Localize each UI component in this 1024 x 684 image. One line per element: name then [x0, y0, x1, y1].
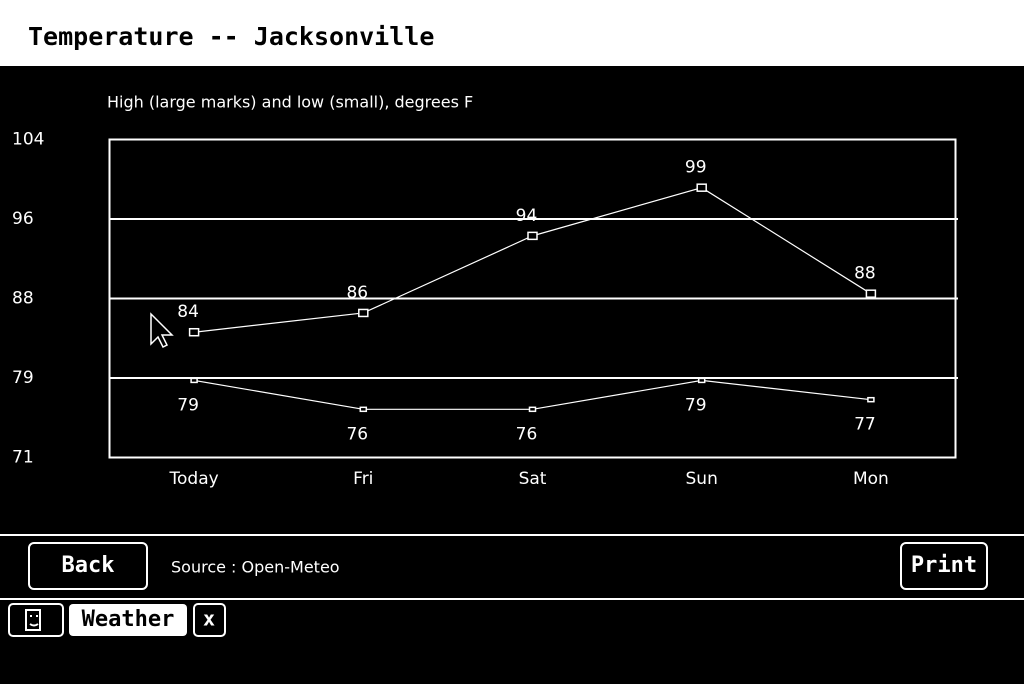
- data-marker: [528, 406, 537, 413]
- data-label: 77: [854, 415, 876, 435]
- data-label: 86: [346, 283, 368, 303]
- x-tick-label: Sat: [519, 469, 547, 489]
- print-button[interactable]: [900, 542, 988, 590]
- source-text: Source : Open-Meteo: [171, 558, 340, 577]
- close-label[interactable]: x: [203, 607, 215, 631]
- x-tick-label: Mon: [853, 469, 889, 489]
- data-marker: [865, 289, 877, 298]
- data-marker: [867, 396, 875, 403]
- y-tick-label: 104: [12, 130, 44, 150]
- back-button[interactable]: [28, 542, 148, 590]
- data-label: 88: [854, 264, 876, 284]
- series-line: [193, 379, 871, 410]
- close-button[interactable]: [193, 603, 226, 637]
- data-label: 99: [685, 158, 707, 178]
- y-tick-label: 96: [12, 209, 34, 229]
- x-tick-label: Today: [169, 469, 219, 489]
- y-tick-label: 71: [12, 448, 34, 468]
- app-tab-label[interactable]: Weather: [82, 607, 175, 632]
- data-label: 94: [516, 206, 538, 226]
- data-label: 76: [516, 424, 538, 444]
- data-marker: [696, 183, 707, 192]
- page-title: Temperature -- Jacksonville: [28, 22, 434, 51]
- data-marker: [527, 231, 538, 241]
- x-tick-label: Fri: [353, 469, 373, 489]
- app-tab[interactable]: [69, 604, 187, 636]
- data-label: 79: [685, 395, 707, 415]
- data-label: 76: [346, 424, 368, 444]
- x-tick-label: Sun: [686, 469, 718, 489]
- data-marker: [697, 377, 706, 384]
- y-tick-label: 88: [12, 289, 34, 309]
- data-label: 79: [177, 395, 199, 415]
- back-label[interactable]: Back: [62, 553, 115, 578]
- title-bar: [0, 0, 1024, 66]
- y-tick-label: 79: [12, 368, 34, 388]
- data-label: 84: [177, 302, 199, 322]
- finder-face: [25, 609, 41, 631]
- data-marker: [188, 327, 200, 337]
- data-marker: [359, 406, 368, 413]
- finder-icon[interactable]: [8, 603, 64, 637]
- mouse-cursor: [150, 312, 174, 349]
- data-marker: [358, 308, 369, 318]
- print-label[interactable]: Print: [911, 553, 977, 578]
- data-marker: [190, 377, 198, 384]
- chart-subtitle: High (large marks) and low (small), degr…: [107, 93, 473, 112]
